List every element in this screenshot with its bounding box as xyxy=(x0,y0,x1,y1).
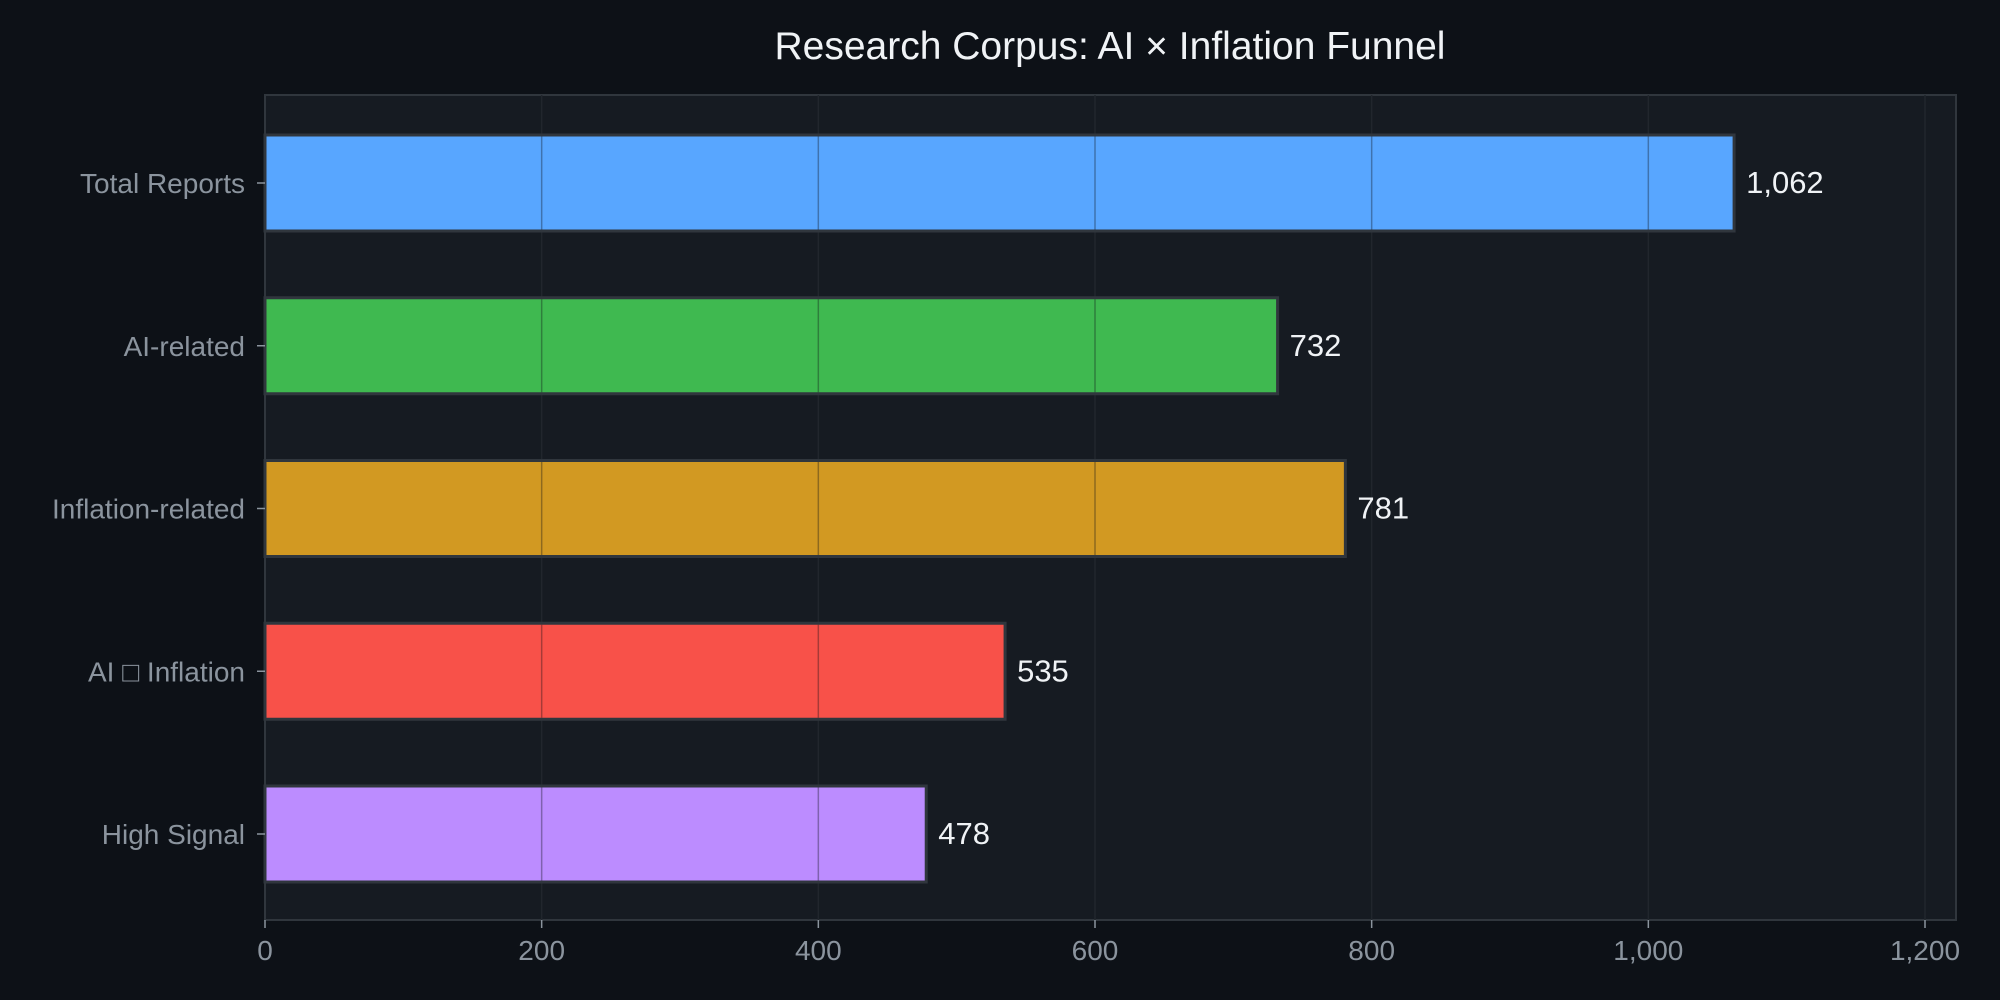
bar-inflation-related xyxy=(263,459,1347,558)
bar-total-reports xyxy=(263,133,1736,233)
value-labels: 1,062 732 781 535 478 xyxy=(938,165,1823,851)
x-tick-label: 200 xyxy=(518,935,565,966)
category-label: Inflation-related xyxy=(52,494,245,525)
x-tick-label: 400 xyxy=(795,935,842,966)
value-label: 478 xyxy=(938,816,990,851)
category-label: Total Reports xyxy=(80,168,245,199)
value-label: 535 xyxy=(1017,653,1069,688)
bar-ai-related xyxy=(263,296,1280,396)
x-tick-label: 800 xyxy=(1348,935,1395,966)
gridlines-over-bars xyxy=(540,136,1650,881)
x-tick-label: 1,200 xyxy=(1890,935,1960,966)
x-tick-label: 1,000 xyxy=(1613,935,1683,966)
chart-title: Research Corpus: AI × Inflation Funnel xyxy=(775,25,1446,68)
y-axis: Total Reports AI-related Inflation-related… xyxy=(52,168,265,850)
x-tick-label: 0 xyxy=(257,935,273,966)
category-label: AI-related xyxy=(124,331,245,362)
value-label: 732 xyxy=(1290,328,1342,363)
x-tick-label: 600 xyxy=(1072,935,1119,966)
category-label: AI □ Inflation xyxy=(88,656,245,687)
bar-ai-inflation xyxy=(263,621,1007,721)
value-label: 781 xyxy=(1357,491,1409,526)
bars xyxy=(263,133,1736,884)
x-axis: 0 200 400 600 800 1,000 1,200 xyxy=(257,920,1960,966)
bar-high-signal xyxy=(263,784,928,884)
value-label: 1,062 xyxy=(1746,165,1824,200)
category-label: High Signal xyxy=(102,819,245,850)
